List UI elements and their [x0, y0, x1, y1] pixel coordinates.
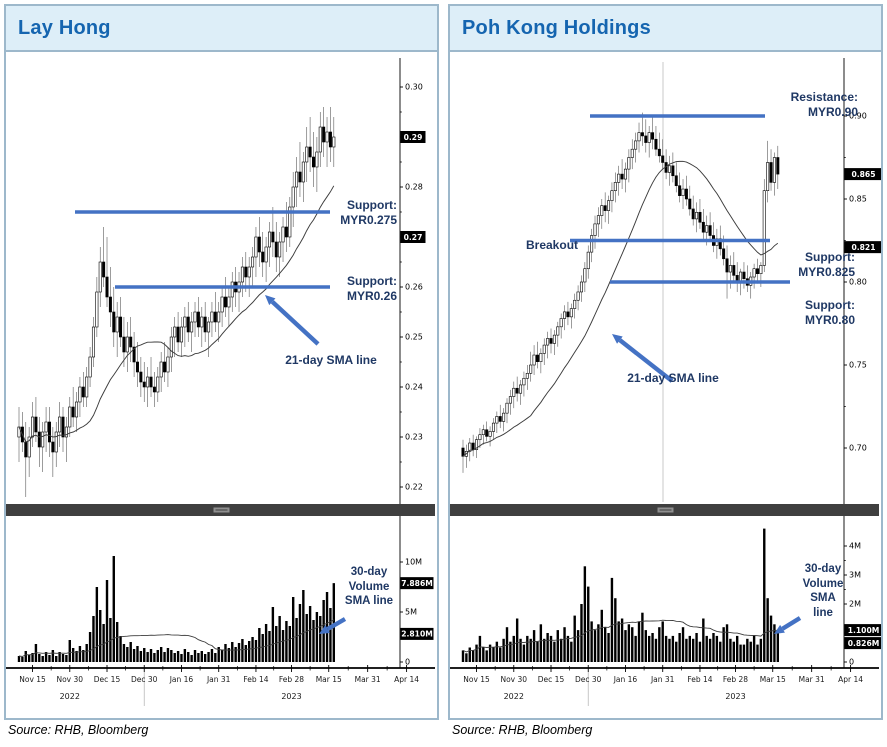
sma-line	[462, 160, 779, 457]
candlestick-volume-chart: 0.30 0.29 0.28 0.27 0.26 0.25 0.24 0.23 0.22 10M 5…	[6, 58, 435, 706]
candles	[461, 112, 780, 473]
svg-text:0.826M: 0.826M	[848, 639, 880, 648]
volume-sma-line	[462, 619, 778, 653]
svg-text:7.886M: 7.886M	[401, 579, 433, 588]
svg-text:5M: 5M	[405, 608, 417, 617]
svg-text:Nov 30: Nov 30	[500, 675, 527, 684]
panel-header: Poh Kong Holdings	[450, 6, 881, 52]
svg-text:0.22: 0.22	[405, 483, 423, 492]
svg-text:Nov 15: Nov 15	[19, 675, 46, 684]
date-axis	[450, 665, 879, 706]
svg-text:Jan 31: Jan 31	[206, 675, 231, 684]
source-note: Source: RHB, Bloomberg	[8, 723, 149, 737]
svg-text:0.25: 0.25	[405, 333, 423, 342]
svg-text:Apr 14: Apr 14	[838, 675, 863, 684]
svg-text:0.70: 0.70	[849, 444, 867, 453]
svg-text:1.100M: 1.100M	[848, 626, 880, 635]
svg-text:Dec 15: Dec 15	[94, 675, 121, 684]
date-axis	[6, 665, 435, 706]
svg-text:2023: 2023	[281, 692, 301, 701]
svg-text:0.75: 0.75	[849, 361, 867, 370]
svg-text:Jan 16: Jan 16	[613, 675, 638, 684]
svg-text:Feb 28: Feb 28	[723, 675, 748, 684]
svg-text:0: 0	[405, 658, 410, 667]
panel-lay-hong: Lay Hong 0.30 0.29 0.28 0.27 0.26 0.25 0.24 0.2…	[4, 4, 439, 720]
volume-sma-line	[18, 619, 335, 657]
svg-text:Jan 31: Jan 31	[650, 675, 675, 684]
svg-text:Feb 14: Feb 14	[687, 675, 712, 684]
svg-text:2.810M: 2.810M	[401, 630, 433, 639]
svg-text:0.30: 0.30	[405, 83, 423, 92]
volume-bars	[461, 528, 780, 662]
svg-text:Dec 30: Dec 30	[131, 675, 158, 684]
volume-axis	[844, 545, 847, 663]
svg-text:Apr 14: Apr 14	[394, 675, 419, 684]
volume-bars	[17, 556, 336, 662]
source-note: Source: RHB, Bloomberg	[452, 723, 593, 737]
chart-area: 0.30 0.29 0.28 0.27 0.26 0.25 0.24 0.23 0.22 10M 5…	[6, 52, 437, 718]
panel-header: Lay Hong	[6, 6, 437, 52]
svg-text:0.27: 0.27	[404, 233, 423, 242]
svg-text:Dec 15: Dec 15	[538, 675, 565, 684]
svg-text:Feb 14: Feb 14	[243, 675, 268, 684]
svg-text:4M: 4M	[849, 542, 861, 551]
svg-text:0.80: 0.80	[849, 278, 867, 287]
svg-text:Feb 28: Feb 28	[279, 675, 304, 684]
svg-text:0.90: 0.90	[849, 112, 867, 121]
svg-text:0.28: 0.28	[405, 183, 423, 192]
pane-divider	[6, 504, 435, 516]
svg-text:Mar 31: Mar 31	[799, 675, 825, 684]
svg-text:0.821: 0.821	[851, 243, 875, 252]
chart-title: Lay Hong	[18, 16, 111, 39]
sma-arrow	[612, 334, 674, 383]
volume-sma-arrow	[319, 617, 347, 634]
svg-text:2023: 2023	[725, 692, 745, 701]
price-axis	[843, 58, 847, 668]
svg-text:0.24: 0.24	[405, 383, 423, 392]
svg-text:0.23: 0.23	[405, 433, 423, 442]
svg-text:0.29: 0.29	[404, 133, 423, 142]
chart-area: 0.90 0.85 0.80 0.75 0.70 4M 3M 2M 0 0.865 0.821 1.1…	[450, 52, 881, 718]
svg-text:Nov 15: Nov 15	[463, 675, 490, 684]
sma-line	[18, 185, 335, 443]
pane-divider	[450, 504, 879, 516]
svg-text:Mar 15: Mar 15	[316, 675, 342, 684]
svg-text:0: 0	[849, 658, 854, 667]
svg-text:2M: 2M	[849, 600, 861, 609]
svg-text:Mar 31: Mar 31	[355, 675, 381, 684]
svg-text:0.85: 0.85	[849, 195, 867, 204]
volume-sma-arrow	[774, 616, 802, 634]
svg-text:Dec 30: Dec 30	[575, 675, 602, 684]
price-axis	[399, 58, 403, 668]
candles	[17, 107, 336, 497]
svg-text:Mar 15: Mar 15	[760, 675, 786, 684]
sma-arrow	[265, 295, 320, 346]
svg-text:Jan 16: Jan 16	[169, 675, 194, 684]
chart-title: Poh Kong Holdings	[462, 16, 651, 39]
svg-text:0.865: 0.865	[851, 170, 875, 179]
svg-text:0.26: 0.26	[405, 283, 423, 292]
svg-text:Nov 30: Nov 30	[56, 675, 83, 684]
svg-text:3M: 3M	[849, 571, 861, 580]
volume-axis	[400, 561, 403, 663]
panel-poh-kong: Poh Kong Holdings 0.90 0.85 0.80 0.75 0.70 4M…	[448, 4, 883, 720]
candlestick-volume-chart: 0.90 0.85 0.80 0.75 0.70 4M 3M 2M 0 0.865 0.821 1.1…	[450, 58, 881, 706]
svg-text:2022: 2022	[60, 692, 80, 701]
svg-text:10M: 10M	[405, 558, 422, 567]
svg-text:2022: 2022	[504, 692, 524, 701]
